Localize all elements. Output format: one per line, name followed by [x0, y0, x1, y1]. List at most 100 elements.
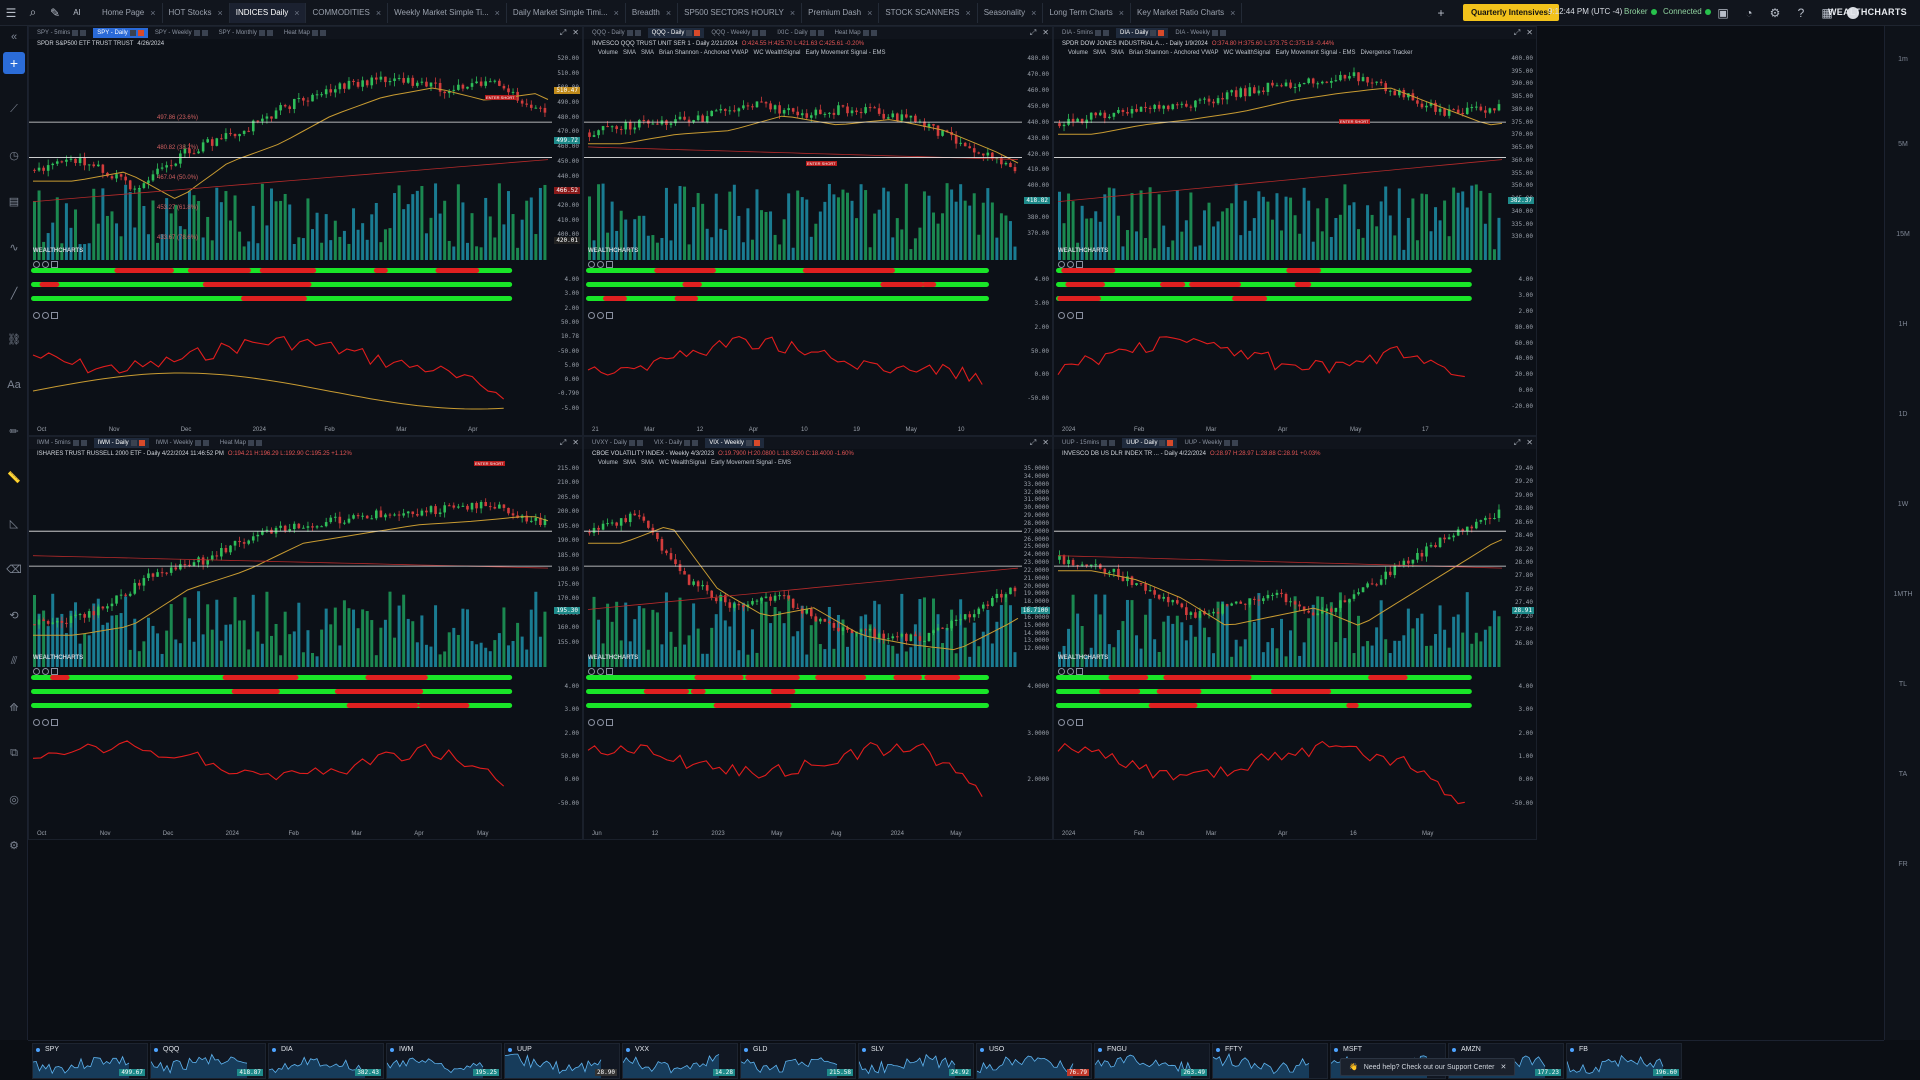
chart-panel-vix[interactable]: UVXY - Daily VIX - Daily VIX - Weekly ⤢ ✕ CBO…: [583, 436, 1053, 840]
add-tab-button[interactable]: +: [1437, 6, 1445, 20]
tab-settings-icon[interactable]: [1223, 440, 1230, 446]
broker-status[interactable]: Broker: [1624, 7, 1657, 16]
clock-tool-icon[interactable]: ◷: [9, 149, 19, 162]
tab-close-icon[interactable]: [1109, 440, 1116, 446]
tab-close-icon[interactable]: [319, 30, 326, 36]
indicator-label[interactable]: SMA: [623, 50, 637, 56]
indicator-label[interactable]: SMA: [641, 50, 655, 56]
settings-gear-icon[interactable]: ⚙: [1769, 6, 1781, 20]
indicator-settings-icon[interactable]: [42, 668, 49, 675]
chart-tab[interactable]: QQQ - Weekly: [707, 28, 770, 38]
visibility-icon[interactable]: [588, 261, 595, 268]
indicator-add-icon[interactable]: [606, 668, 613, 675]
magnet-tool-icon[interactable]: ⟲: [9, 609, 19, 622]
visibility-icon[interactable]: [588, 719, 595, 726]
tab-close-icon[interactable]: [870, 30, 877, 36]
tab-close-icon[interactable]: [817, 30, 824, 36]
visibility-icon[interactable]: [588, 668, 595, 675]
indicator-settings-icon[interactable]: [1067, 312, 1074, 319]
support-center-banner[interactable]: 👋 Need help? Check out our Support Cente…: [1340, 1058, 1516, 1076]
close-tab-icon[interactable]: ×: [294, 7, 300, 18]
calendar-tool-icon[interactable]: ▤: [8, 195, 20, 208]
chart-tab[interactable]: Heat Map: [216, 438, 266, 448]
close-tab-icon[interactable]: ×: [494, 7, 500, 18]
save-icon[interactable]: ▣: [1717, 6, 1729, 20]
indicator-add-icon[interactable]: [51, 719, 58, 726]
chart-tab[interactable]: Heat Map: [280, 28, 330, 38]
timeframe-15m[interactable]: 15M: [1896, 231, 1910, 238]
tab-close-icon[interactable]: [137, 30, 144, 36]
indicator-settings-icon[interactable]: [1067, 261, 1074, 268]
tab-close-icon[interactable]: [80, 440, 87, 446]
chart-tab[interactable]: SPY - Daily: [93, 28, 148, 38]
close-panel-icon[interactable]: ✕: [572, 28, 579, 37]
timeframe-fr[interactable]: FR: [1898, 861, 1908, 868]
brush-tool-icon[interactable]: ✏: [9, 425, 19, 438]
indicator-settings-icon[interactable]: [597, 312, 604, 319]
close-panel-icon[interactable]: ✕: [572, 438, 579, 447]
visibility-icon[interactable]: [1058, 719, 1065, 726]
search-icon[interactable]: ⌕: [29, 5, 37, 19]
indicator-label[interactable]: SMA: [623, 460, 637, 466]
tab-settings-icon[interactable]: [72, 440, 79, 446]
close-tab-icon[interactable]: ×: [217, 7, 223, 18]
indicator-settings-icon[interactable]: [597, 668, 604, 675]
chart-tab[interactable]: IXIC - Daily: [773, 28, 827, 38]
price-chart[interactable]: [1054, 437, 1537, 840]
maximize-icon[interactable]: ⤢: [1513, 28, 1521, 37]
watchlist-item-fngu[interactable]: FNGU 263.49: [1094, 1043, 1210, 1079]
add-chart-button[interactable]: +: [3, 52, 25, 74]
chart-panel-uup[interactable]: UUP - 15mins UUP - Daily UUP - Weekly ⤢ ✕ INV…: [1053, 436, 1537, 840]
timeframe-1m[interactable]: 1m: [1898, 56, 1908, 63]
ai-icon[interactable]: AI: [66, 2, 88, 24]
indicator-settings-icon[interactable]: [42, 261, 49, 268]
watchlist-item-ffty[interactable]: FFTY: [1212, 1043, 1328, 1079]
price-axis[interactable]: 29.40 29.20 29.00 28.80 28.60 28.40 28.20 28.00…: [1506, 449, 1536, 839]
maximize-icon[interactable]: ⤢: [559, 438, 567, 447]
measure-tool-icon[interactable]: ◺: [9, 517, 19, 530]
indicator-label[interactable]: WC WealthSignal: [753, 50, 801, 56]
workspace-tab[interactable]: INDICES Daily ×: [229, 2, 307, 23]
close-tab-icon[interactable]: ×: [150, 7, 156, 18]
chart-tab[interactable]: DIA - Daily: [1116, 28, 1169, 38]
tab-settings-icon[interactable]: [193, 30, 200, 36]
close-tab-icon[interactable]: ×: [665, 7, 672, 18]
chart-panel-iwm[interactable]: IWM - 5mins IWM - Daily IWM - Weekly Heat M…: [28, 436, 583, 840]
indicator-settings-icon[interactable]: [42, 719, 49, 726]
chart-tab[interactable]: QQQ - Daily: [647, 28, 705, 38]
workspace-tab[interactable]: Key Market Ratio Charts ×: [1131, 2, 1243, 23]
tab-settings-icon[interactable]: [809, 30, 816, 36]
tab-settings-icon[interactable]: [194, 440, 201, 446]
timeframe-tl[interactable]: TL: [1898, 681, 1908, 688]
tab-close-icon[interactable]: [1158, 30, 1165, 36]
close-tab-icon[interactable]: ×: [613, 7, 619, 18]
timeframe-1d[interactable]: 1D: [1898, 411, 1908, 418]
tab-settings-icon[interactable]: [1159, 440, 1166, 446]
workspace-tab[interactable]: Long Term Charts ×: [1043, 2, 1132, 23]
indicator-label[interactable]: Brian Shannon - Anchored VWAP: [1129, 50, 1219, 56]
tab-close-icon[interactable]: [636, 440, 643, 446]
tab-settings-icon[interactable]: [752, 30, 759, 36]
watchlist-item-spy[interactable]: SPY 499.67: [32, 1043, 148, 1079]
timeframe-5m[interactable]: 5M: [1898, 141, 1908, 148]
chart-panel-qqq[interactable]: QQQ - Daily QQQ - Daily QQQ - Weekly IXIC -…: [583, 26, 1053, 436]
indicator-label[interactable]: WC WealthSignal: [659, 460, 706, 466]
help-icon[interactable]: ?: [1797, 6, 1805, 20]
close-panel-icon[interactable]: ✕: [1526, 28, 1533, 37]
tab-close-icon[interactable]: [694, 30, 701, 36]
close-tab-icon[interactable]: ×: [1230, 7, 1236, 18]
visibility-icon[interactable]: [33, 719, 40, 726]
price-chart[interactable]: [1054, 27, 1537, 436]
close-tab-icon[interactable]: ×: [867, 7, 873, 18]
tab-close-icon[interactable]: [201, 30, 208, 36]
tab-close-icon[interactable]: [1219, 30, 1226, 36]
chart-tab[interactable]: VIX - Weekly: [705, 438, 764, 448]
price-axis[interactable]: 480.00 470.00 460.00 450.00 440.00 430.00 420.…: [1022, 39, 1052, 435]
tab-close-icon[interactable]: [80, 30, 87, 36]
close-tab-icon[interactable]: ×: [789, 7, 796, 18]
indicator-label[interactable]: Volume: [598, 460, 619, 466]
indicator-settings-icon[interactable]: [42, 312, 49, 319]
collapse-icon[interactable]: «: [10, 31, 18, 43]
tab-settings-icon[interactable]: [72, 30, 79, 36]
indicator-add-icon[interactable]: [606, 312, 613, 319]
